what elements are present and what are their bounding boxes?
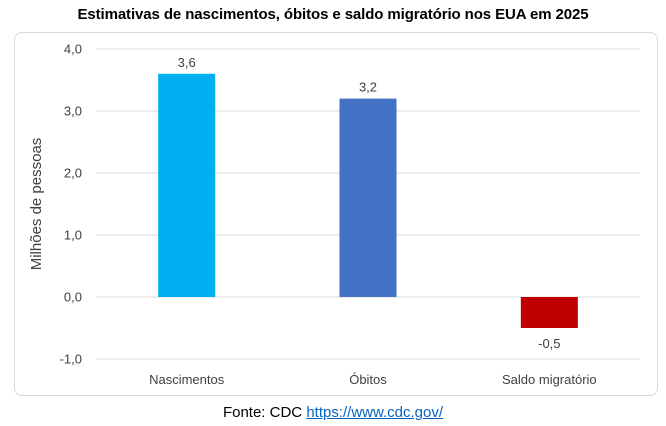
y-tick-label: 2,0	[64, 166, 82, 181]
chart-area	[14, 32, 658, 396]
x-category-label: Óbitos	[349, 372, 387, 387]
y-tick-label: -1,0	[60, 352, 82, 367]
x-category-label: Nascimentos	[149, 372, 225, 387]
y-axis-title: Milhões de pessoas	[28, 138, 45, 271]
data-label: -0,5	[538, 336, 560, 351]
data-label: 3,2	[359, 80, 377, 95]
y-tick-label: 4,0	[64, 42, 82, 57]
y-tick-label: 0,0	[64, 290, 82, 305]
y-tick-label: 3,0	[64, 104, 82, 119]
bar	[520, 297, 578, 328]
source-link[interactable]: https://www.cdc.gov/	[306, 404, 444, 421]
source-prefix: Fonte: CDC	[222, 404, 307, 421]
chart-title: Estimativas de nascimentos, óbitos e sal…	[77, 6, 589, 23]
bar	[158, 73, 216, 297]
y-tick-label: 1,0	[64, 228, 82, 243]
x-category-label: Saldo migratório	[502, 372, 597, 387]
data-label: 3,6	[178, 55, 196, 70]
bar	[339, 98, 397, 297]
source-caption: Fonte: CDC https://www.cdc.gov/	[0, 404, 666, 421]
